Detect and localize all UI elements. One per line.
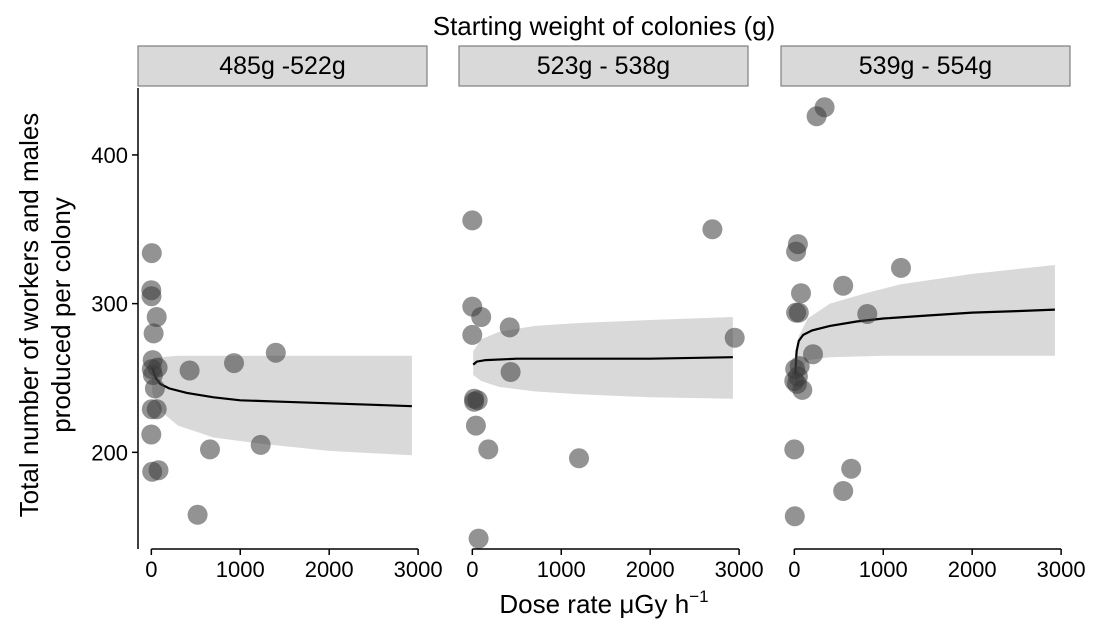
x-tick-label: 2000 [626, 557, 675, 582]
data-point [501, 362, 521, 382]
facet-panel: 485g -522g 0 1000 2000 3000 200 300 400 [91, 46, 442, 582]
x-tick-label: 0 [145, 557, 157, 582]
data-point [789, 303, 809, 323]
data-point [785, 506, 805, 526]
data-point [142, 243, 162, 263]
strip-label: 539g - 554g [859, 52, 992, 80]
facet-panels: 485g -522g 0 1000 2000 3000 200 300 400 523g - 5… [91, 46, 1085, 582]
strip-label: 485g -522g [219, 52, 346, 80]
y-axis-title-line-2: produced per colony [46, 197, 76, 433]
x-tick-label: 0 [788, 557, 800, 582]
data-point [784, 439, 804, 459]
x-tick-label: 1000 [537, 557, 586, 582]
data-point [841, 459, 861, 479]
x-tick-label: 3000 [715, 557, 764, 582]
data-point [833, 481, 853, 501]
x-tick-label: 3000 [394, 557, 443, 582]
x-tick-label: 0 [466, 557, 478, 582]
data-point [478, 439, 498, 459]
data-point [500, 317, 520, 337]
data-point [833, 276, 853, 296]
facet-panel: 539g - 554g 0 1000 2000 3000 [781, 46, 1086, 582]
data-point [471, 307, 491, 327]
data-point [251, 435, 271, 455]
data-point [266, 343, 286, 363]
facet-panel: 523g - 538g 0 1000 2000 3000 [459, 46, 764, 582]
x-axis-title-text: Dose rate μGy h [499, 589, 689, 619]
data-point [188, 505, 208, 525]
data-point [792, 380, 812, 400]
data-point [200, 439, 220, 459]
data-point [464, 392, 484, 412]
x-tick-label: 1000 [859, 557, 908, 582]
data-point [786, 242, 806, 262]
data-point [891, 258, 911, 278]
y-tick-label: 300 [91, 292, 128, 317]
x-axis-title: Dose rate μGy h−1 [499, 587, 708, 619]
x-tick-label: 2000 [305, 557, 354, 582]
data-point [224, 353, 244, 373]
y-tick-label: 200 [91, 440, 128, 465]
data-point [462, 325, 482, 345]
data-point [725, 328, 745, 348]
x-tick-label: 2000 [948, 557, 997, 582]
data-point [815, 97, 835, 117]
data-point [702, 219, 722, 239]
data-point [466, 416, 486, 436]
data-point [149, 460, 169, 480]
data-point [569, 448, 589, 468]
y-axis-title-line-1: Total number of workers and males [14, 113, 44, 518]
data-point [145, 378, 165, 398]
x-axis-title-superscript: −1 [689, 587, 708, 606]
data-point [180, 361, 200, 381]
data-point [141, 425, 161, 445]
data-point [469, 529, 489, 549]
y-tick-label: 400 [91, 143, 128, 168]
data-point [142, 286, 162, 306]
x-tick-label: 3000 [1037, 557, 1086, 582]
data-point [857, 304, 877, 324]
x-tick-label: 1000 [216, 557, 265, 582]
data-point [147, 399, 167, 419]
strip-label: 523g - 538g [537, 52, 670, 80]
data-point [791, 283, 811, 303]
data-point [462, 210, 482, 230]
data-point [144, 323, 164, 343]
facet-title: Starting weight of colonies (g) [433, 11, 776, 41]
